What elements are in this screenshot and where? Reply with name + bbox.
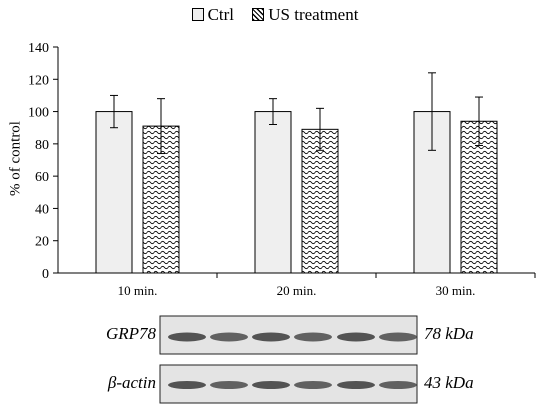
plot-area: 0 20 40 60 80 100 120 140 10 min. 20 min. 30 min. xyxy=(28,41,536,298)
blot-band xyxy=(252,381,290,389)
blot-image-beta-actin xyxy=(159,364,418,404)
blot-band xyxy=(294,332,332,342)
y-tick-label: 40 xyxy=(35,202,49,217)
blot-band xyxy=(337,332,375,342)
blot-image-grp78 xyxy=(159,315,418,355)
blot-band xyxy=(379,381,417,389)
y-tick-label: 120 xyxy=(28,73,49,88)
x-tick-label: 10 min. xyxy=(118,283,158,298)
y-axis-label: % of control xyxy=(7,121,24,196)
blot-size-label-grp78: 78 kDa xyxy=(424,324,474,343)
legend-label-us-treatment: US treatment xyxy=(268,5,359,25)
y-tick-label: 80 xyxy=(35,138,49,153)
legend-item-ctrl: Ctrl xyxy=(191,5,235,25)
legend: Ctrl US treatment xyxy=(0,4,550,25)
blot-band xyxy=(252,332,290,342)
blot-protein-label-grp78: GRP78 xyxy=(105,324,156,343)
blot-protein-label-beta-actin: β-actin xyxy=(107,373,156,392)
bar-us-treatment-20-min xyxy=(301,128,339,274)
blot-band xyxy=(168,381,206,389)
legend-label-ctrl: Ctrl xyxy=(207,5,235,25)
blot-band xyxy=(379,332,417,342)
y-tick-label: 60 xyxy=(35,170,49,185)
y-tick-label: 0 xyxy=(42,267,49,282)
bar-ctrl-10-min xyxy=(95,111,133,274)
blot-size-label-beta-actin: 43 kDa xyxy=(424,373,474,392)
legend-swatch-ctrl xyxy=(191,8,204,22)
x-tick-label: 30 min. xyxy=(436,283,476,298)
western-blot xyxy=(159,315,418,404)
blot-band xyxy=(210,381,248,389)
y-tick-label: 100 xyxy=(28,106,49,121)
blot-band xyxy=(168,332,206,342)
blot-band xyxy=(337,381,375,389)
bar-us-treatment-30-min xyxy=(460,120,498,274)
blot-band xyxy=(210,332,248,342)
y-tick-label: 20 xyxy=(35,235,49,250)
legend-swatch-us-treatment xyxy=(252,8,265,22)
legend-item-us-treatment: US treatment xyxy=(252,5,358,25)
y-tick-label: 140 xyxy=(28,41,49,56)
bar-ctrl-20-min xyxy=(254,111,292,274)
x-tick-label: 20 min. xyxy=(277,283,317,298)
blot-band xyxy=(294,381,332,389)
